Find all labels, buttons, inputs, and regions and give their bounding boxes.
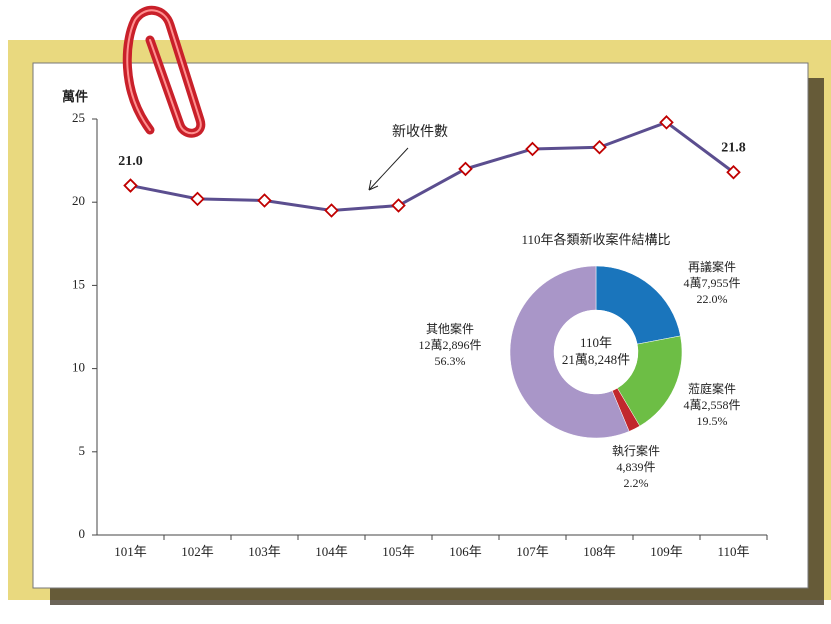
chart: 萬件 新收件數 110年各類新收案件結構比 0 5 10 15 20 25 101年 102年… (0, 0, 831, 619)
slice-name: 其他案件 (426, 321, 474, 336)
slice-percent: 56.3% (435, 354, 466, 368)
pie-title: 110年各類新收案件結構比 (521, 232, 670, 247)
slice-count: 12萬2,896件 (418, 338, 481, 352)
slice-count: 4,839件 (616, 460, 655, 474)
y-tick-label: 25 (72, 110, 85, 125)
y-tick-label: 0 (79, 526, 86, 541)
x-tick-label: 104年 (315, 544, 348, 559)
slice-name: 執行案件 (612, 443, 660, 458)
slice-count: 4萬2,558件 (683, 398, 740, 412)
slice-percent: 2.2% (624, 476, 649, 490)
slice-percent: 19.5% (697, 414, 728, 428)
y-tick-label: 15 (72, 276, 85, 291)
x-tick-label: 102年 (181, 544, 214, 559)
x-tick-label: 107年 (516, 544, 549, 559)
y-tick-label: 10 (72, 360, 85, 375)
slice-count: 4萬7,955件 (683, 276, 740, 290)
slice-name: 再議案件 (688, 259, 736, 274)
y-tick-label: 5 (79, 443, 86, 458)
x-tick-label: 103年 (248, 544, 281, 559)
x-tick-label: 101年 (114, 544, 147, 559)
x-tick-label: 108年 (583, 544, 616, 559)
total-label: 21萬8,248件 (562, 352, 630, 367)
y-tick-label: 20 (72, 193, 85, 208)
slice-name: 蒞庭案件 (688, 381, 736, 396)
value-label: 21.8 (721, 140, 746, 155)
annotation: 新收件數 (392, 124, 448, 140)
x-tick-label: 110年 (717, 544, 749, 559)
y-axis-label: 萬件 (62, 89, 88, 104)
center-label: 110年 (580, 335, 612, 350)
x-tick-label: 109年 (650, 544, 683, 559)
x-tick-label: 105年 (382, 544, 415, 559)
value-label: 21.0 (118, 154, 143, 169)
slice-percent: 22.0% (697, 292, 728, 306)
x-tick-label: 106年 (449, 544, 482, 559)
